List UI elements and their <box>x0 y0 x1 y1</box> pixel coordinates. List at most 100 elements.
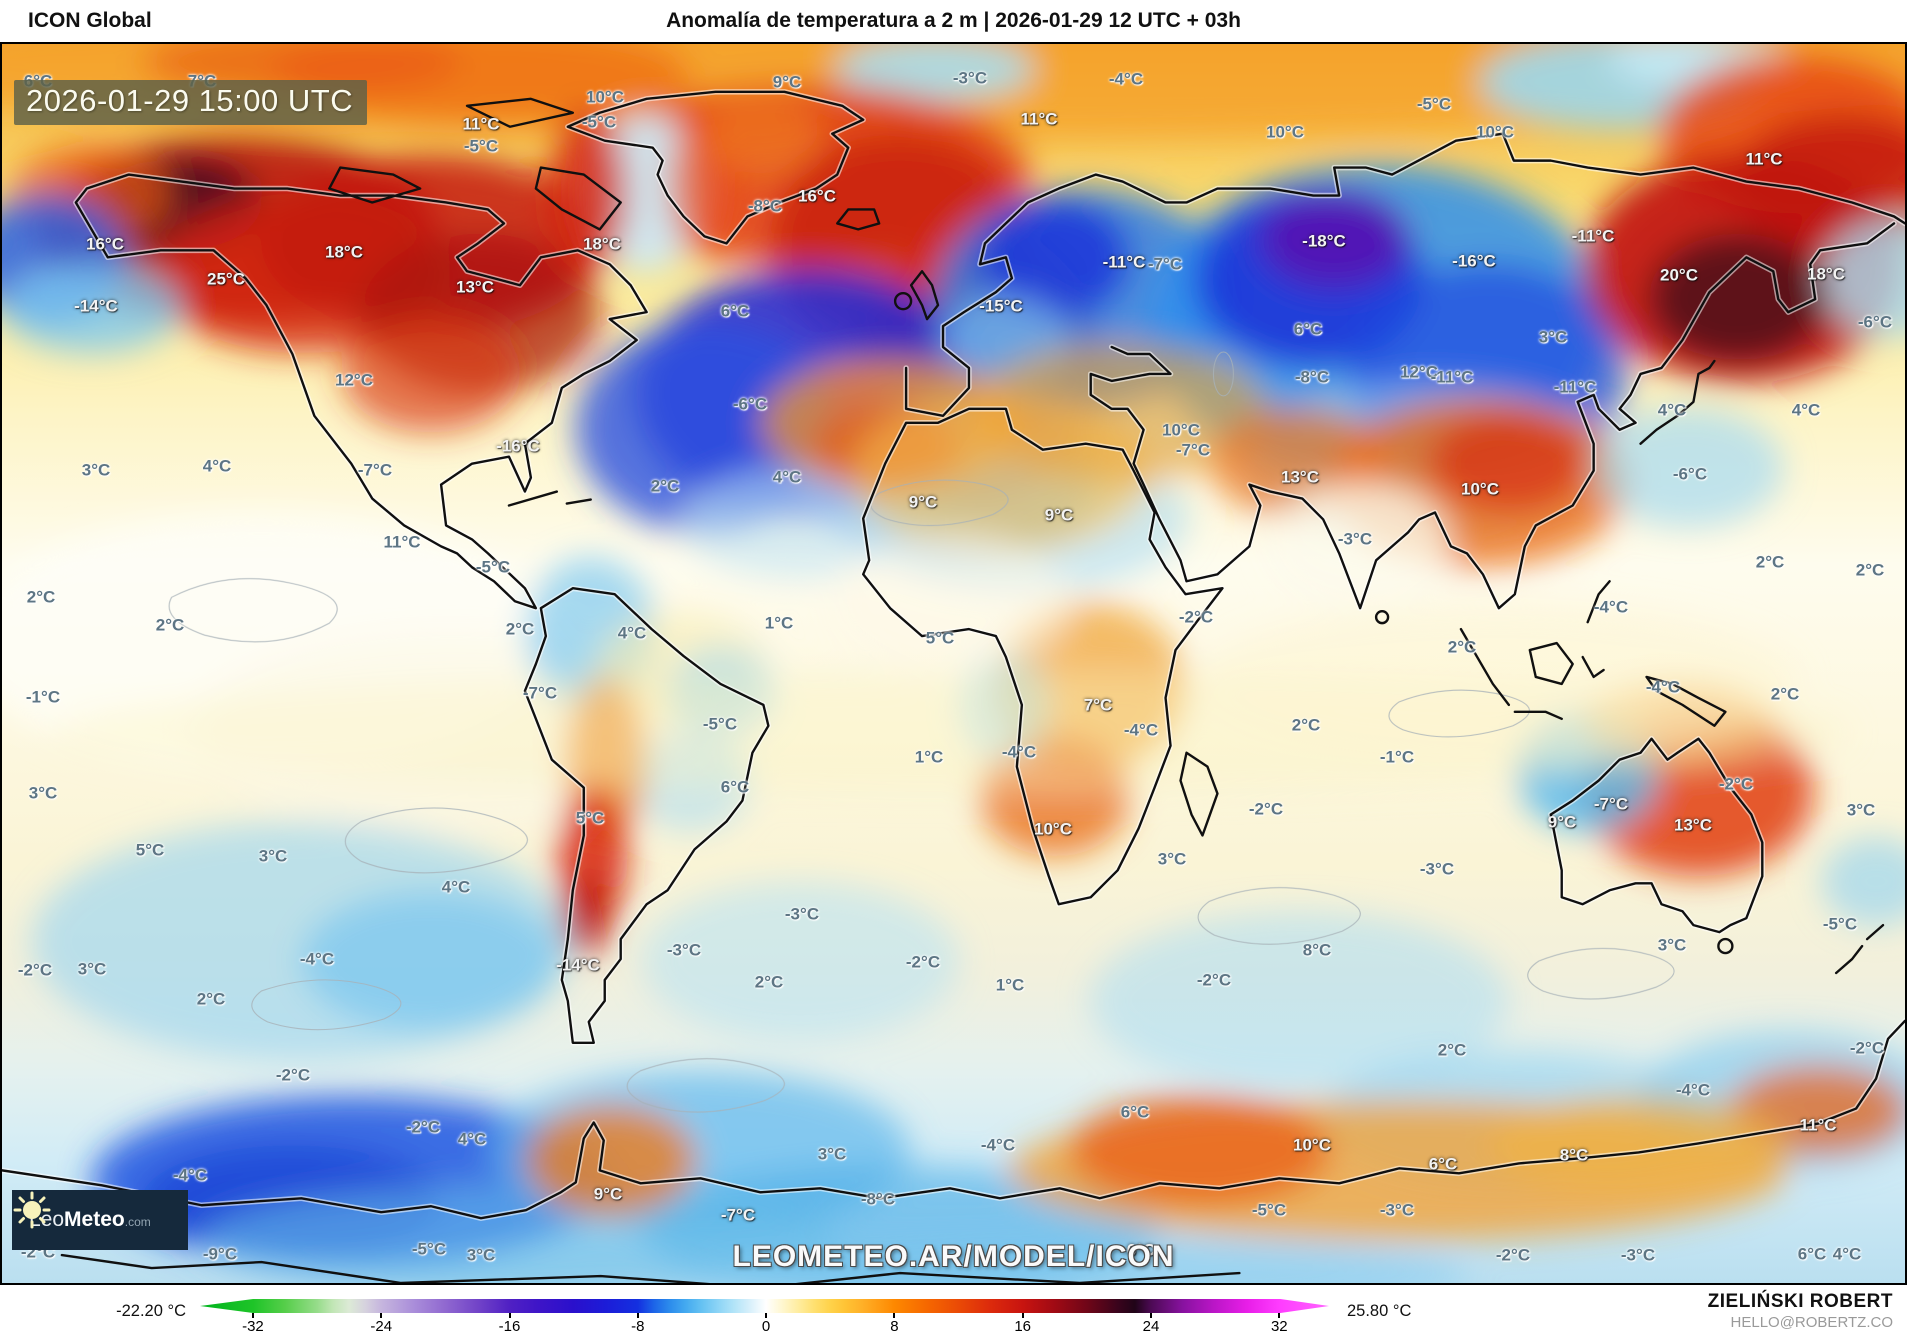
temperature-label: -16°C <box>1452 251 1496 271</box>
colorbar-tick-label: -8 <box>631 1318 645 1335</box>
temperature-label: -2°C <box>1495 1245 1531 1265</box>
temperature-label: -1°C <box>1379 747 1415 767</box>
temperature-label: 11°C <box>383 532 421 552</box>
temperature-label: -2°C <box>275 1065 311 1085</box>
coastlines <box>2 89 1905 1283</box>
temperature-label: 9°C <box>593 1184 623 1204</box>
colorbar-tick-mark <box>380 1313 383 1318</box>
temperature-label: 11°C <box>1745 149 1783 169</box>
temperature-label: -6°C <box>1672 464 1708 484</box>
temperature-label: -11°C <box>1102 252 1146 272</box>
temperature-label: -5°C <box>1416 94 1452 114</box>
temperature-label: -2°C <box>1196 970 1232 990</box>
colorbar-tick-label: 8 <box>890 1318 899 1335</box>
temperature-label: -6°C <box>732 394 768 414</box>
temperature-label: -7°C <box>1593 794 1629 814</box>
temperature-label: -3°C <box>952 68 988 88</box>
temperature-label: 4°C <box>1657 400 1687 420</box>
temperature-label: -5°C <box>702 714 738 734</box>
temperature-label: 3°C <box>1657 935 1687 955</box>
isoline-contours <box>168 351 1675 1113</box>
temperature-label: 2°C <box>1437 1040 1467 1060</box>
temperature-label: 10°C <box>1293 1135 1331 1155</box>
watermark: LEOMETEO.AR/MODEL/ICON <box>732 1240 1175 1273</box>
temperature-label: 1°C <box>764 613 794 633</box>
temperature-label: -8°C <box>1294 367 1330 387</box>
temperature-label: -4°C <box>1675 1080 1711 1100</box>
temperature-label: 10°C <box>586 87 624 107</box>
temperature-label: -2°C <box>1849 1038 1885 1058</box>
temperature-label: -16°C <box>496 436 540 456</box>
temperature-label: 12°C <box>335 370 373 390</box>
colorbar-tick-label: 32 <box>1270 1318 1288 1335</box>
temperature-label: 3°C <box>1157 849 1187 869</box>
temperature-label: 18°C <box>325 242 363 262</box>
temperature-label: -4°C <box>172 1165 208 1185</box>
temperature-label: 2°C <box>754 972 784 992</box>
colorbar-tick-label: 0 <box>761 1318 771 1335</box>
temperature-label: -2°C <box>405 1117 441 1137</box>
colorbar-tick-mark <box>765 1313 768 1318</box>
temperature-label: 6°C <box>720 301 750 321</box>
temperature-label: -11°C <box>1553 377 1597 397</box>
temperature-label: 6°C <box>1126 1240 1156 1260</box>
temperature-label: -5°C <box>463 136 499 156</box>
leometeo-logo: LeoMeteo.com <box>12 1190 188 1250</box>
temperature-label: 10°C <box>1266 122 1304 142</box>
temperature-label: -2°C <box>1248 799 1284 819</box>
temperature-label: -4°C <box>1123 720 1159 740</box>
temperature-label: 9°C <box>908 492 938 512</box>
temperature-label: 7°C <box>1083 695 1113 715</box>
temperature-label: 25°C <box>207 269 245 289</box>
temperature-label: -3°C <box>1620 1245 1656 1265</box>
temperature-label: 4°C <box>441 877 471 897</box>
temperature-label: -7°C <box>1175 440 1211 460</box>
temperature-label: -1°C <box>25 687 61 707</box>
temperature-label: 3°C <box>1846 800 1876 820</box>
temperature-label: -2°C <box>1178 607 1214 627</box>
temperature-label: -9°C <box>202 1244 238 1264</box>
temperature-label: 1°C <box>995 975 1025 995</box>
temperature-label: 6°C <box>1293 319 1323 339</box>
colorbar-tick-label: 16 <box>1014 1318 1032 1335</box>
temperature-label: -5°C <box>581 112 617 132</box>
temperature-label: 2°C <box>155 615 185 635</box>
temperature-label: 5°C <box>925 628 955 648</box>
page-title: Anomalía de temperatura a 2 m | 2026-01-… <box>666 9 1241 32</box>
temperature-label: 9°C <box>772 72 802 92</box>
temperature-label: -3°C <box>1337 529 1373 549</box>
world-map-art <box>2 44 1905 1283</box>
temperature-label: -18°C <box>1302 231 1346 251</box>
temperature-label: -4°C <box>1645 677 1681 697</box>
colorbar-tick-label: 24 <box>1142 1318 1160 1335</box>
temperature-label: 6°C <box>1797 1244 1827 1264</box>
anomaly-map: 2026-01-29 15:00 UTC 6°C 7°C 10°C 9°C -3°C -4… <box>0 42 1907 1285</box>
colorbar-tick-mark <box>893 1313 896 1318</box>
temperature-label: -4°C <box>1001 742 1037 762</box>
temperature-label: -3°C <box>1419 859 1455 879</box>
temperature-label: 13°C <box>1281 467 1319 487</box>
temperature-label: 2°C <box>1755 552 1785 572</box>
credit-email: HELLO@ROBERTZ.CO <box>1730 1314 1893 1331</box>
temperature-label: -8°C <box>747 196 783 216</box>
temperature-label: 2°C <box>650 476 680 496</box>
temperature-label: 3°C <box>466 1245 496 1265</box>
temperature-label: -5°C <box>411 1239 447 1259</box>
temperature-label: -7°C <box>522 683 558 703</box>
temperature-label: 11°C <box>1799 1115 1837 1135</box>
colorbar-gradient <box>200 1299 1329 1313</box>
temperature-label: -7°C <box>357 460 393 480</box>
temperature-label: -3°C <box>1379 1200 1415 1220</box>
temperature-label: 3°C <box>258 846 288 866</box>
temperature-label: 18°C <box>583 234 621 254</box>
temperature-label: 16°C <box>86 234 124 254</box>
temperature-label: 3°C <box>817 1144 847 1164</box>
colorbar-tick-mark <box>636 1313 639 1318</box>
temperature-label: -2°C <box>17 960 53 980</box>
temperature-label: 16°C <box>798 186 836 206</box>
temperature-label: -5°C <box>475 557 511 577</box>
temperature-label: 4°C <box>1791 400 1821 420</box>
timestamp-badge: 2026-01-29 15:00 UTC <box>14 80 368 125</box>
temperature-label: 11°C <box>1020 109 1058 129</box>
temperature-label: 2°C <box>1291 715 1321 735</box>
